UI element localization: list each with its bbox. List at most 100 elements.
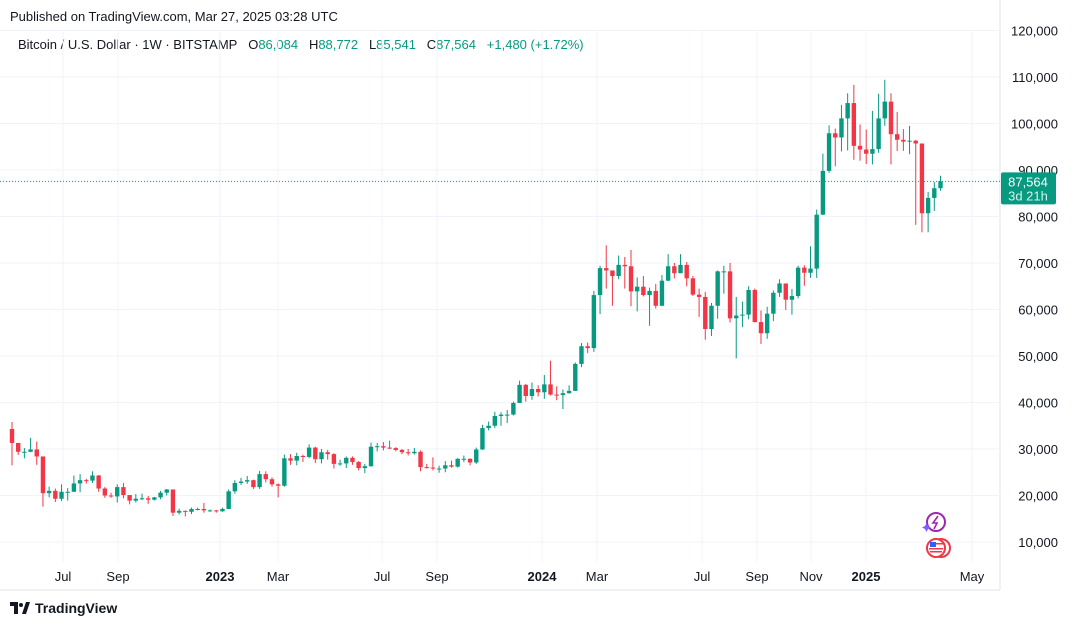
low-value: 85,541 — [376, 37, 416, 52]
candle — [387, 440, 392, 449]
candle-body — [22, 451, 27, 453]
candle-body — [53, 490, 58, 499]
price-tick-label: 120,000 — [1011, 24, 1058, 39]
candle — [245, 475, 250, 484]
candle-body — [15, 442, 21, 452]
candle — [84, 478, 89, 484]
price-tick-label: 110,000 — [1012, 70, 1058, 85]
candle-body — [634, 286, 640, 292]
candle — [727, 263, 733, 323]
candle — [436, 465, 442, 473]
candle-body — [622, 264, 628, 267]
candle — [579, 342, 584, 368]
price-axis[interactable]: 10,000 20,000 30,000 40,000 50,000 60,000 70,0… — [1011, 24, 1058, 551]
candle — [288, 454, 293, 465]
time-tick-label: Sep — [425, 569, 448, 584]
candle — [127, 495, 132, 505]
time-tick-label: 2024 — [528, 569, 558, 584]
candle — [405, 449, 411, 456]
candle — [393, 447, 398, 452]
candle — [622, 256, 628, 289]
candle-body — [740, 314, 745, 316]
candle — [263, 471, 268, 483]
price-tag-countdown: 3d 21h — [1008, 188, 1048, 203]
candle — [901, 129, 906, 151]
high-label: H — [308, 37, 319, 52]
candle-body — [696, 294, 702, 297]
candle-body — [851, 103, 857, 146]
candle-body — [145, 498, 151, 500]
candle — [145, 495, 151, 504]
candle — [808, 246, 813, 278]
candle-body — [758, 322, 764, 334]
candle-body — [901, 139, 906, 142]
tradingview-logo[interactable]: TradingView — [10, 600, 117, 616]
candle-body — [84, 480, 89, 482]
candle — [560, 389, 566, 410]
candle — [189, 507, 194, 515]
candle-body — [894, 134, 900, 140]
candle — [814, 209, 819, 278]
candle-body — [789, 296, 795, 300]
candle — [771, 290, 776, 322]
candle-body — [430, 467, 436, 469]
candle — [474, 447, 479, 464]
candle-body — [597, 268, 603, 296]
candle-body — [362, 466, 368, 469]
candle — [585, 342, 590, 354]
candle — [919, 143, 925, 233]
candle — [275, 483, 281, 498]
candle-body — [857, 145, 863, 150]
candle — [721, 265, 727, 294]
candle — [535, 385, 541, 397]
published-info: Published on TradingView.com, Mar 27, 20… — [10, 9, 338, 24]
candle-body — [938, 181, 943, 189]
price-tick-label: 60,000 — [1018, 303, 1058, 318]
time-tick-label: May — [960, 569, 985, 584]
candle — [573, 362, 578, 391]
grid — [0, 0, 1001, 591]
candle — [294, 452, 299, 466]
candle-body — [610, 270, 615, 277]
candle — [152, 496, 157, 501]
candle — [22, 448, 27, 459]
candle-body — [734, 315, 739, 319]
candle-body — [616, 264, 621, 277]
candle-body — [560, 393, 566, 396]
candle — [882, 79, 887, 126]
candle-body — [641, 286, 646, 296]
candle-body — [152, 497, 157, 500]
candle-body — [467, 458, 473, 463]
candle-body — [77, 480, 83, 484]
us-flag-event-icon[interactable] — [926, 538, 951, 558]
candle — [96, 475, 101, 492]
candle-body — [424, 467, 429, 469]
time-tick-label: Mar — [586, 569, 609, 584]
candle-body — [220, 508, 225, 512]
candle — [455, 458, 460, 468]
candle-body — [393, 448, 398, 450]
candle — [232, 480, 238, 494]
price-tick-label: 20,000 — [1018, 489, 1058, 504]
candle-body — [783, 283, 788, 300]
candle — [269, 477, 275, 487]
candle — [498, 412, 504, 426]
candle — [176, 508, 182, 515]
time-axis[interactable]: Jul Sep 2023 Mar Jul Sep 2024 Mar Jul Sep Nov 2025 M… — [55, 569, 985, 584]
lightning-event-icon[interactable] — [922, 512, 946, 532]
time-tick-label: 2025 — [852, 569, 881, 584]
candle-body — [238, 481, 244, 483]
candle — [783, 283, 788, 310]
candle-body — [845, 103, 850, 119]
candle — [870, 110, 875, 165]
candle-body — [808, 268, 813, 273]
candle — [282, 454, 287, 487]
candle — [548, 360, 553, 396]
symbol-legend: Bitcoin / U.S. Dollar · 1W · BITSTAMP O 8… — [18, 37, 584, 52]
candle — [789, 289, 795, 315]
candle — [214, 509, 219, 513]
candle-body — [461, 458, 467, 460]
candle — [647, 287, 652, 326]
candle-body — [71, 483, 77, 492]
